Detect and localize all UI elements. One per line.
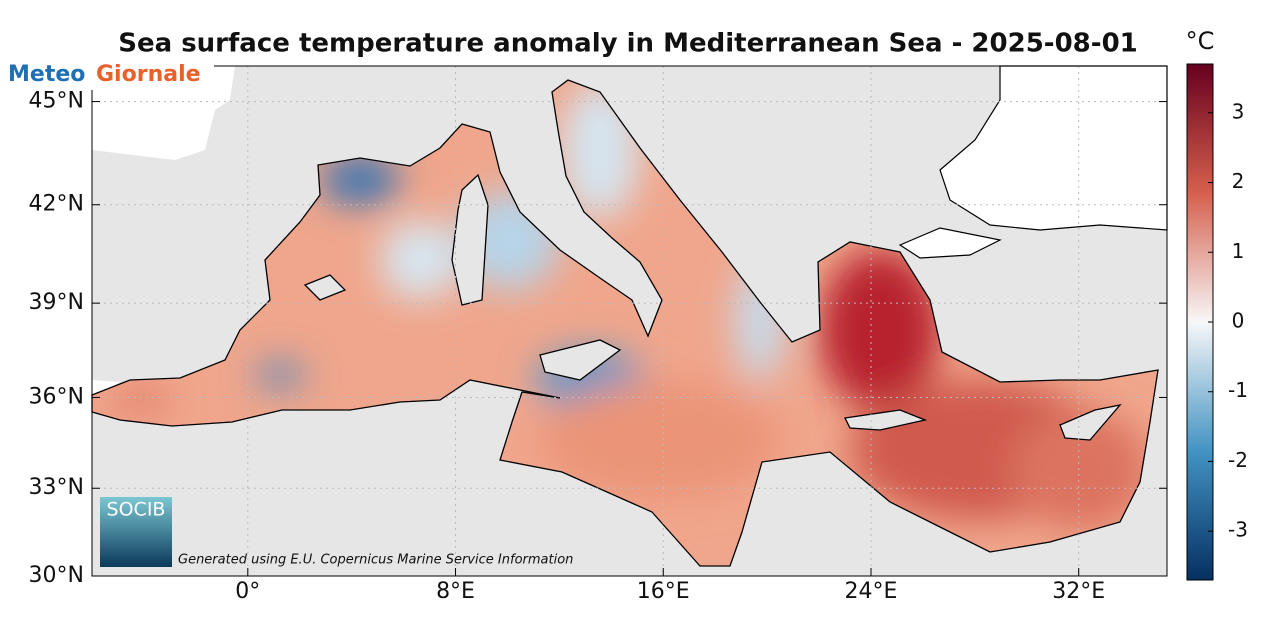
x-tick-label: 16°E [637, 579, 690, 604]
balearic [303, 274, 347, 301]
x-tick-label: 8°E [436, 579, 475, 604]
map-frame [91, 65, 1168, 577]
y-tick-label: 45°N [29, 89, 84, 114]
colorbar-tick-label: 0 [1232, 309, 1245, 333]
colorbar-tick-label: 3 [1232, 99, 1245, 123]
credit: Generated using E.U. Copernicus Marine S… [178, 553, 573, 568]
crete [844, 409, 928, 431]
socib-logo [100, 497, 172, 567]
y-tick-label: 39°N [29, 290, 84, 315]
sicily [539, 339, 622, 381]
colorbar-tick-label: 2 [1232, 169, 1245, 193]
marmara [898, 227, 1002, 259]
colorbar-tick-label: -1 [1228, 378, 1248, 402]
y-tick-label: 42°N [29, 192, 84, 217]
x-tick-label: 24°E [845, 579, 898, 604]
y-tick-label: 36°N [29, 384, 84, 409]
y-tick-label: 33°N [29, 475, 84, 500]
colorbar-tick-label: -2 [1228, 448, 1248, 472]
title: Sea surface temperature anomaly in Medit… [118, 29, 1138, 59]
colorbar-unit: °C [1186, 27, 1215, 55]
y-tick-label: 30°N [29, 563, 84, 588]
corsica-sardinia [451, 173, 489, 306]
colorbar-tick-label: -3 [1228, 518, 1248, 542]
logo-bg [4, 58, 214, 90]
colorbar-tick-label: 1 [1232, 239, 1245, 263]
x-tick-label: 32°E [1052, 579, 1105, 604]
logo-meteo: Meteo [8, 62, 85, 87]
cyprus [1059, 403, 1122, 441]
logo-giornale: Giornale [96, 62, 201, 87]
socib-text: SOCIB [107, 499, 166, 521]
x-tick-label: 0° [235, 579, 260, 604]
